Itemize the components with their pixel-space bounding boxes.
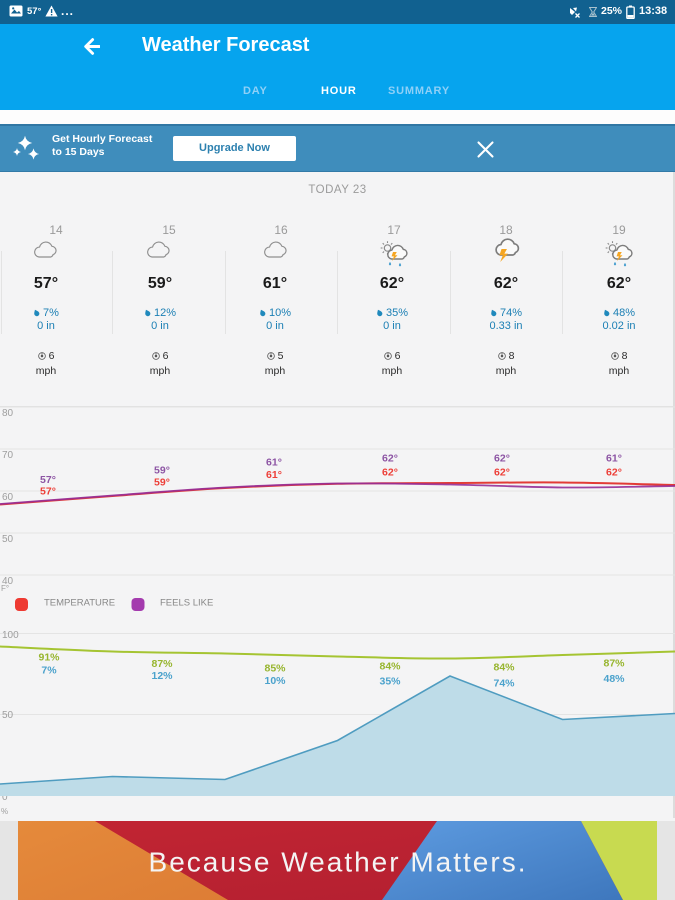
svg-text:62°: 62° (382, 453, 398, 465)
svg-text:85%: 85% (264, 663, 286, 675)
svg-text:59°: 59° (154, 465, 170, 477)
svg-text:12%: 12% (151, 670, 173, 682)
svg-text:F°: F° (1, 584, 9, 593)
svg-text:Because Weather Matters.: Because Weather Matters. (149, 847, 528, 878)
svg-text:7%: 7% (41, 665, 57, 677)
svg-text:74%: 74% (493, 678, 515, 690)
svg-text:61°: 61° (606, 453, 622, 465)
svg-text:FEELS LIKE: FEELS LIKE (160, 598, 213, 609)
svg-text:10%: 10% (264, 675, 286, 687)
svg-text:0: 0 (2, 792, 8, 803)
svg-text:87%: 87% (151, 658, 173, 670)
svg-text:62°: 62° (382, 467, 398, 479)
svg-text:35%: 35% (379, 676, 401, 688)
svg-text:87%: 87% (603, 658, 625, 670)
svg-text:57°: 57° (40, 474, 56, 486)
svg-text:80: 80 (2, 408, 14, 419)
svg-text:62°: 62° (606, 467, 622, 479)
svg-text:62°: 62° (494, 453, 510, 465)
svg-text:61°: 61° (266, 457, 282, 469)
svg-text:TEMPERATURE: TEMPERATURE (44, 598, 115, 609)
svg-text:62°: 62° (494, 467, 510, 479)
svg-text:70: 70 (2, 450, 14, 461)
svg-text:91%: 91% (38, 652, 60, 664)
svg-text:57°: 57° (40, 486, 56, 498)
svg-text:59°: 59° (154, 477, 170, 489)
svg-text:%: % (1, 807, 8, 816)
svg-text:61°: 61° (266, 469, 282, 481)
svg-text:48%: 48% (603, 673, 625, 685)
svg-text:84%: 84% (493, 662, 515, 674)
svg-text:50: 50 (2, 710, 14, 721)
svg-text:60: 60 (2, 492, 14, 503)
svg-text:100: 100 (2, 630, 19, 641)
svg-text:84%: 84% (379, 661, 401, 673)
svg-text:40: 40 (2, 576, 14, 587)
svg-text:50: 50 (2, 534, 14, 545)
